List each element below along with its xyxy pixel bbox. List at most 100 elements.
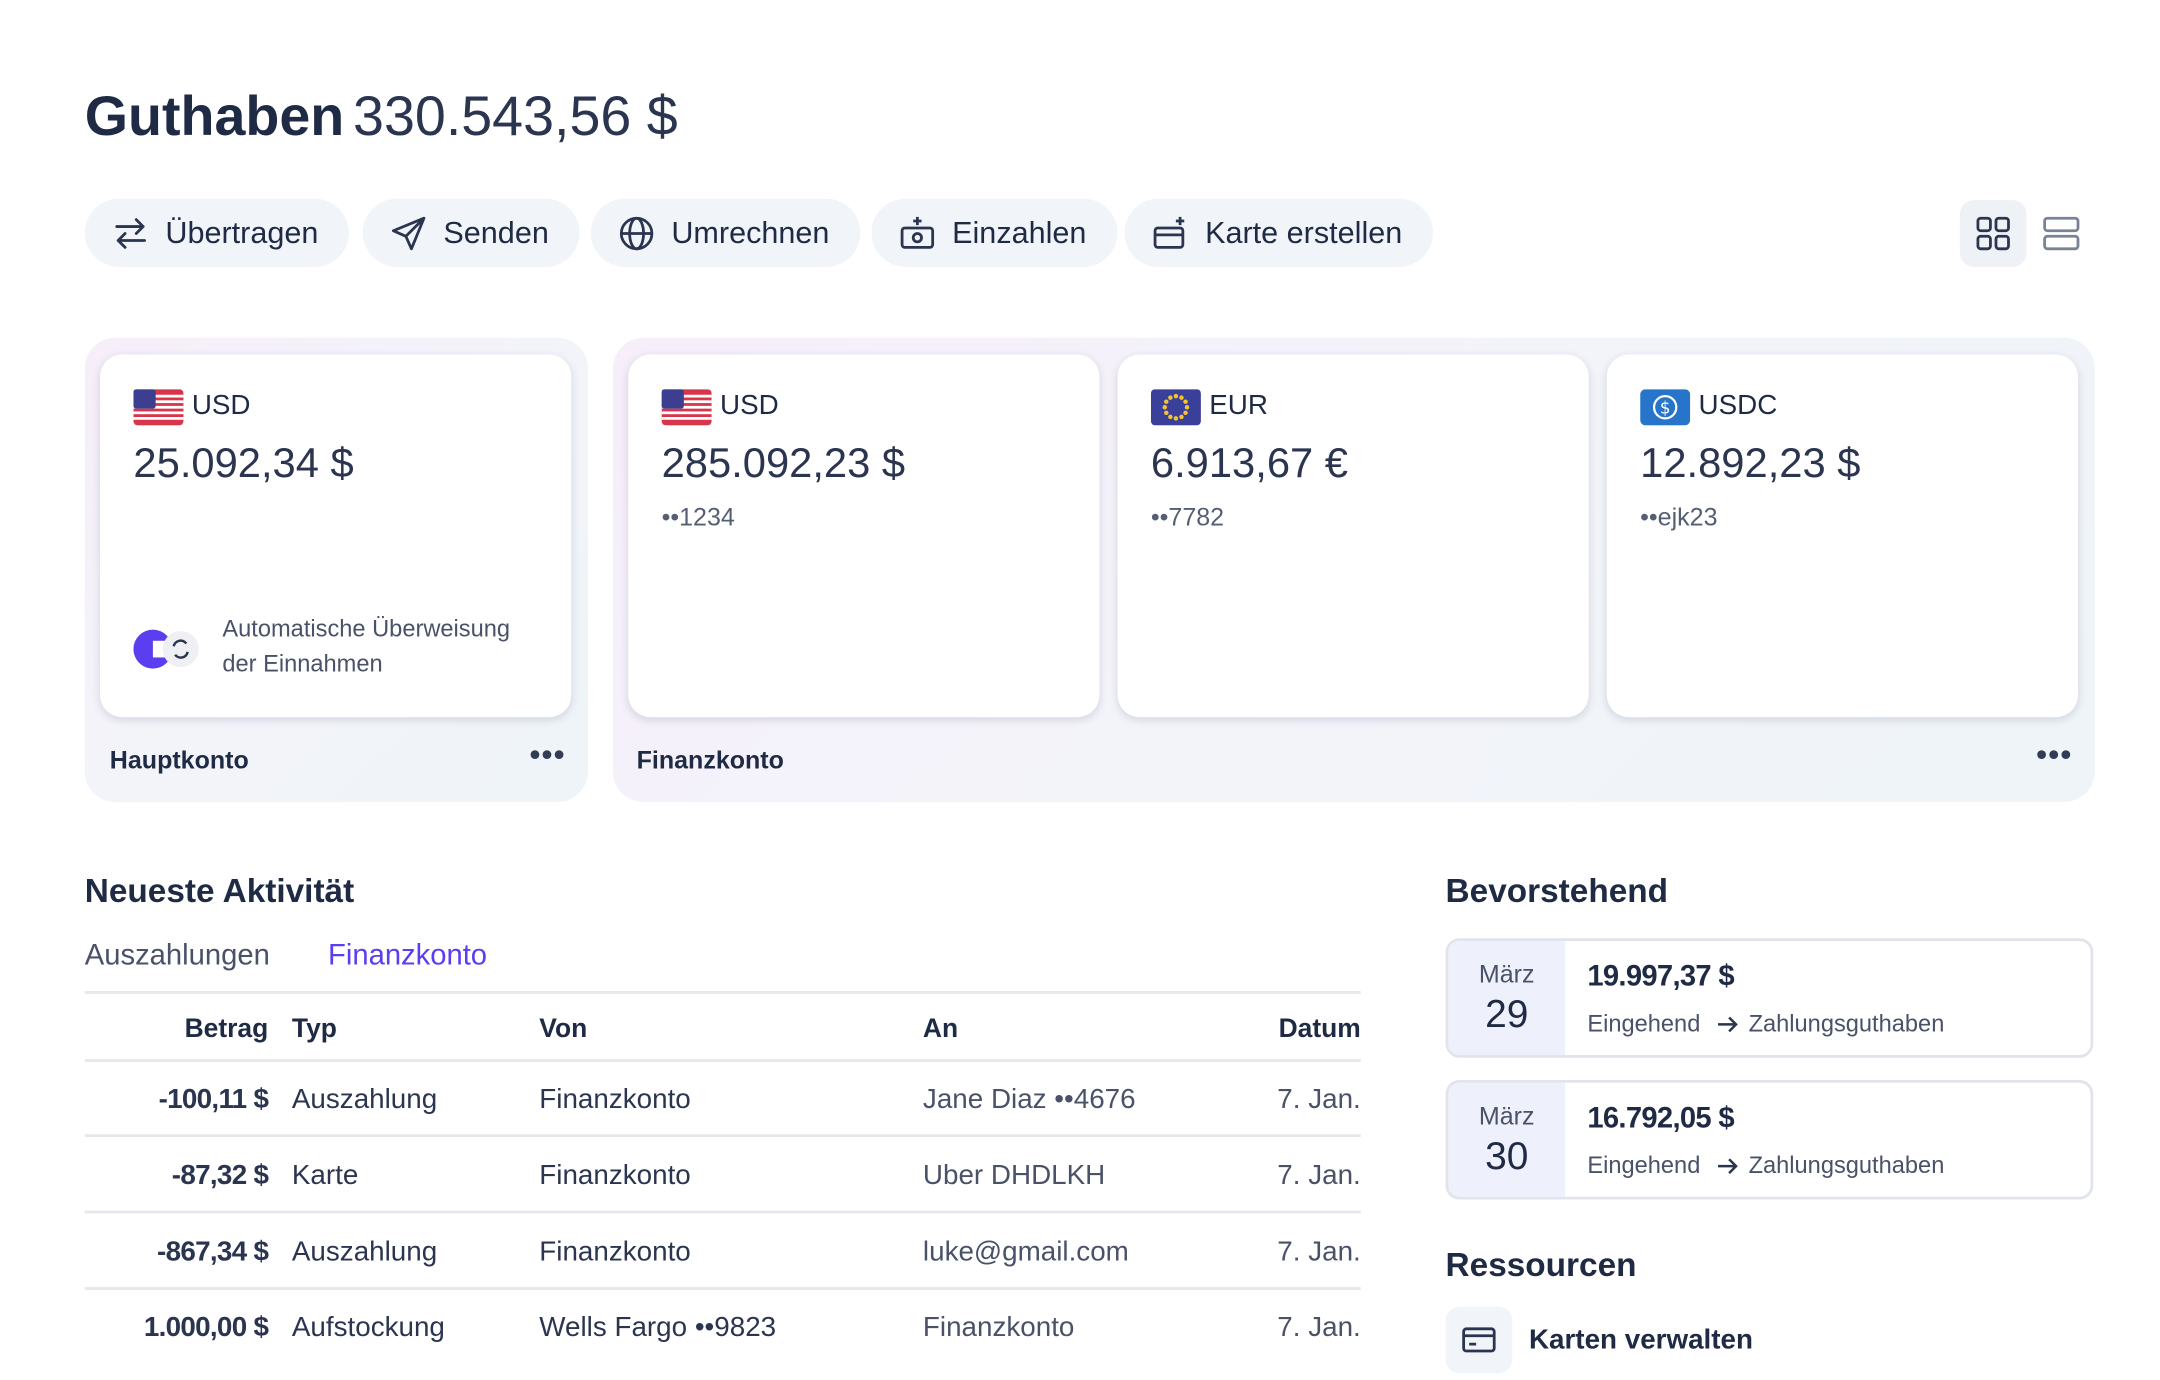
grid-icon bbox=[1976, 216, 2010, 251]
target: Zahlungsguthaben bbox=[1748, 1010, 1945, 1037]
list-icon bbox=[2043, 216, 2080, 251]
section-title: Neueste Aktivität bbox=[84, 872, 355, 911]
column-header: An bbox=[922, 1014, 959, 1044]
account-card[interactable]: $ USDC 12.892,23 $ ••ejk23 bbox=[1606, 354, 2078, 718]
divider bbox=[84, 1134, 1361, 1137]
tab[interactable]: Auszahlungen bbox=[84, 939, 270, 972]
month: März bbox=[1478, 1102, 1535, 1131]
target: Zahlungsguthaben bbox=[1748, 1152, 1945, 1179]
action-label: Übertragen bbox=[165, 214, 319, 250]
divider bbox=[84, 1210, 1361, 1214]
more-menu[interactable]: ••• bbox=[529, 736, 566, 772]
arrow-icon bbox=[1715, 1154, 1740, 1186]
table-cell: Finanzkonto bbox=[539, 1160, 691, 1192]
column-header: Von bbox=[539, 1014, 588, 1044]
account-label: Finanzkonto bbox=[636, 746, 784, 775]
account-number: ••7782 bbox=[1150, 503, 1225, 531]
action-label: Karte erstellen bbox=[1205, 214, 1403, 250]
auto-transfer-note: der Einnahmen bbox=[222, 650, 383, 677]
flag bbox=[661, 389, 712, 432]
table-cell: Finanzkonto bbox=[922, 1312, 1075, 1343]
upcoming-item[interactable]: März 29 19.997,37 $ Eingehend Zahlungsguthab… bbox=[1445, 938, 2094, 1058]
table-cell: -87,32 $ bbox=[171, 1160, 269, 1192]
resource-icon bbox=[1445, 1306, 1513, 1374]
divider bbox=[84, 1059, 1361, 1062]
table-cell: Uber DHDLKH bbox=[922, 1160, 1106, 1192]
total-balance: 330.543,56 $ bbox=[353, 86, 678, 148]
list-view-toggle[interactable] bbox=[2029, 200, 2093, 267]
account-label: Hauptkonto bbox=[109, 746, 249, 775]
table-cell: 1.000,00 $ bbox=[143, 1312, 269, 1343]
page-title: Guthaben bbox=[84, 86, 345, 148]
section-title: Ressourcen bbox=[1445, 1246, 1637, 1285]
table-cell: -867,34 $ bbox=[157, 1237, 269, 1268]
section-title: Bevorstehend bbox=[1445, 872, 1669, 911]
auto-transfer-note: Automatische Überweisung bbox=[222, 615, 511, 643]
currency: EUR bbox=[1209, 390, 1268, 422]
icon bbox=[113, 215, 166, 251]
action-label: Senden bbox=[443, 214, 549, 250]
table-cell: 7. Jan. bbox=[1277, 1084, 1361, 1115]
currency: USD bbox=[191, 390, 251, 422]
icon bbox=[899, 215, 952, 251]
table-cell: Auszahlung bbox=[291, 1237, 438, 1268]
resource-link[interactable]: Karten verwalten bbox=[1528, 1324, 1753, 1356]
arrow-icon bbox=[1715, 1012, 1740, 1044]
table-cell: Auszahlung bbox=[291, 1084, 438, 1115]
table-cell: Finanzkonto bbox=[539, 1237, 691, 1268]
table-cell: 7. Jan. bbox=[1277, 1237, 1361, 1268]
day: 29 bbox=[1485, 992, 1529, 1036]
balance: 25.092,34 $ bbox=[133, 440, 354, 487]
direction: Eingehend bbox=[1587, 1152, 1701, 1179]
amount: 16.792,05 $ bbox=[1587, 1102, 1734, 1135]
divider bbox=[84, 1287, 1361, 1290]
action-label: Einzahlen bbox=[952, 214, 1087, 250]
currency: USDC bbox=[1698, 390, 1778, 422]
table-cell: 7. Jan. bbox=[1277, 1160, 1361, 1192]
icon bbox=[391, 215, 444, 251]
table-cell: Jane Diaz ••4676 bbox=[922, 1084, 1136, 1115]
amount: 19.997,37 $ bbox=[1587, 960, 1734, 993]
action-button[interactable]: Einzahlen bbox=[871, 198, 1118, 267]
table-cell: Karte bbox=[291, 1160, 359, 1192]
account-card[interactable]: EUR 6.913,67 € ••7782 bbox=[1117, 354, 1589, 718]
balance: 285.092,23 $ bbox=[661, 440, 906, 487]
currency: USD bbox=[719, 390, 779, 422]
account-number: ••ejk23 bbox=[1640, 503, 1718, 531]
more-menu[interactable]: ••• bbox=[2036, 736, 2073, 772]
direction: Eingehend bbox=[1587, 1010, 1701, 1037]
month: März bbox=[1478, 960, 1535, 989]
svg-text:$: $ bbox=[1660, 399, 1671, 418]
action-button[interactable]: Senden bbox=[362, 198, 580, 267]
column-header: Datum bbox=[1278, 1014, 1361, 1044]
card-icon bbox=[1462, 1327, 1496, 1353]
action-button[interactable]: Übertragen bbox=[84, 198, 349, 267]
table-cell: 7. Jan. bbox=[1277, 1312, 1361, 1343]
date-box: März 30 bbox=[1448, 1082, 1566, 1197]
date-box: März 29 bbox=[1448, 941, 1566, 1055]
flag bbox=[1150, 389, 1201, 432]
flag: $ bbox=[1640, 389, 1691, 432]
account-card[interactable]: USD 285.092,23 $ ••1234 bbox=[628, 354, 1100, 718]
divider bbox=[84, 991, 1361, 994]
table-cell: luke@gmail.com bbox=[922, 1237, 1129, 1268]
account-card[interactable]: USD 25.092,34 $ Automatische Überweisung de… bbox=[100, 354, 572, 718]
column-header: Betrag bbox=[184, 1014, 269, 1044]
table-cell: -100,11 $ bbox=[158, 1084, 269, 1115]
upcoming-item[interactable]: März 30 16.792,05 $ Eingehend Zahlungsguthab… bbox=[1445, 1079, 2094, 1200]
column-header: Typ bbox=[291, 1014, 337, 1044]
table-cell: Aufstockung bbox=[291, 1312, 445, 1343]
icon bbox=[1152, 215, 1205, 251]
icon bbox=[619, 215, 672, 251]
tab-active[interactable]: Finanzkonto bbox=[328, 939, 488, 972]
day: 30 bbox=[1485, 1134, 1529, 1178]
grid-view-toggle[interactable] bbox=[1959, 200, 2027, 267]
auto-transfer-icon bbox=[131, 624, 203, 681]
table-cell: Wells Fargo ••9823 bbox=[539, 1312, 777, 1343]
balance: 12.892,23 $ bbox=[1640, 440, 1861, 487]
action-button[interactable]: Karte erstellen bbox=[1124, 198, 1433, 267]
action-button[interactable]: Umrechnen bbox=[590, 198, 860, 267]
